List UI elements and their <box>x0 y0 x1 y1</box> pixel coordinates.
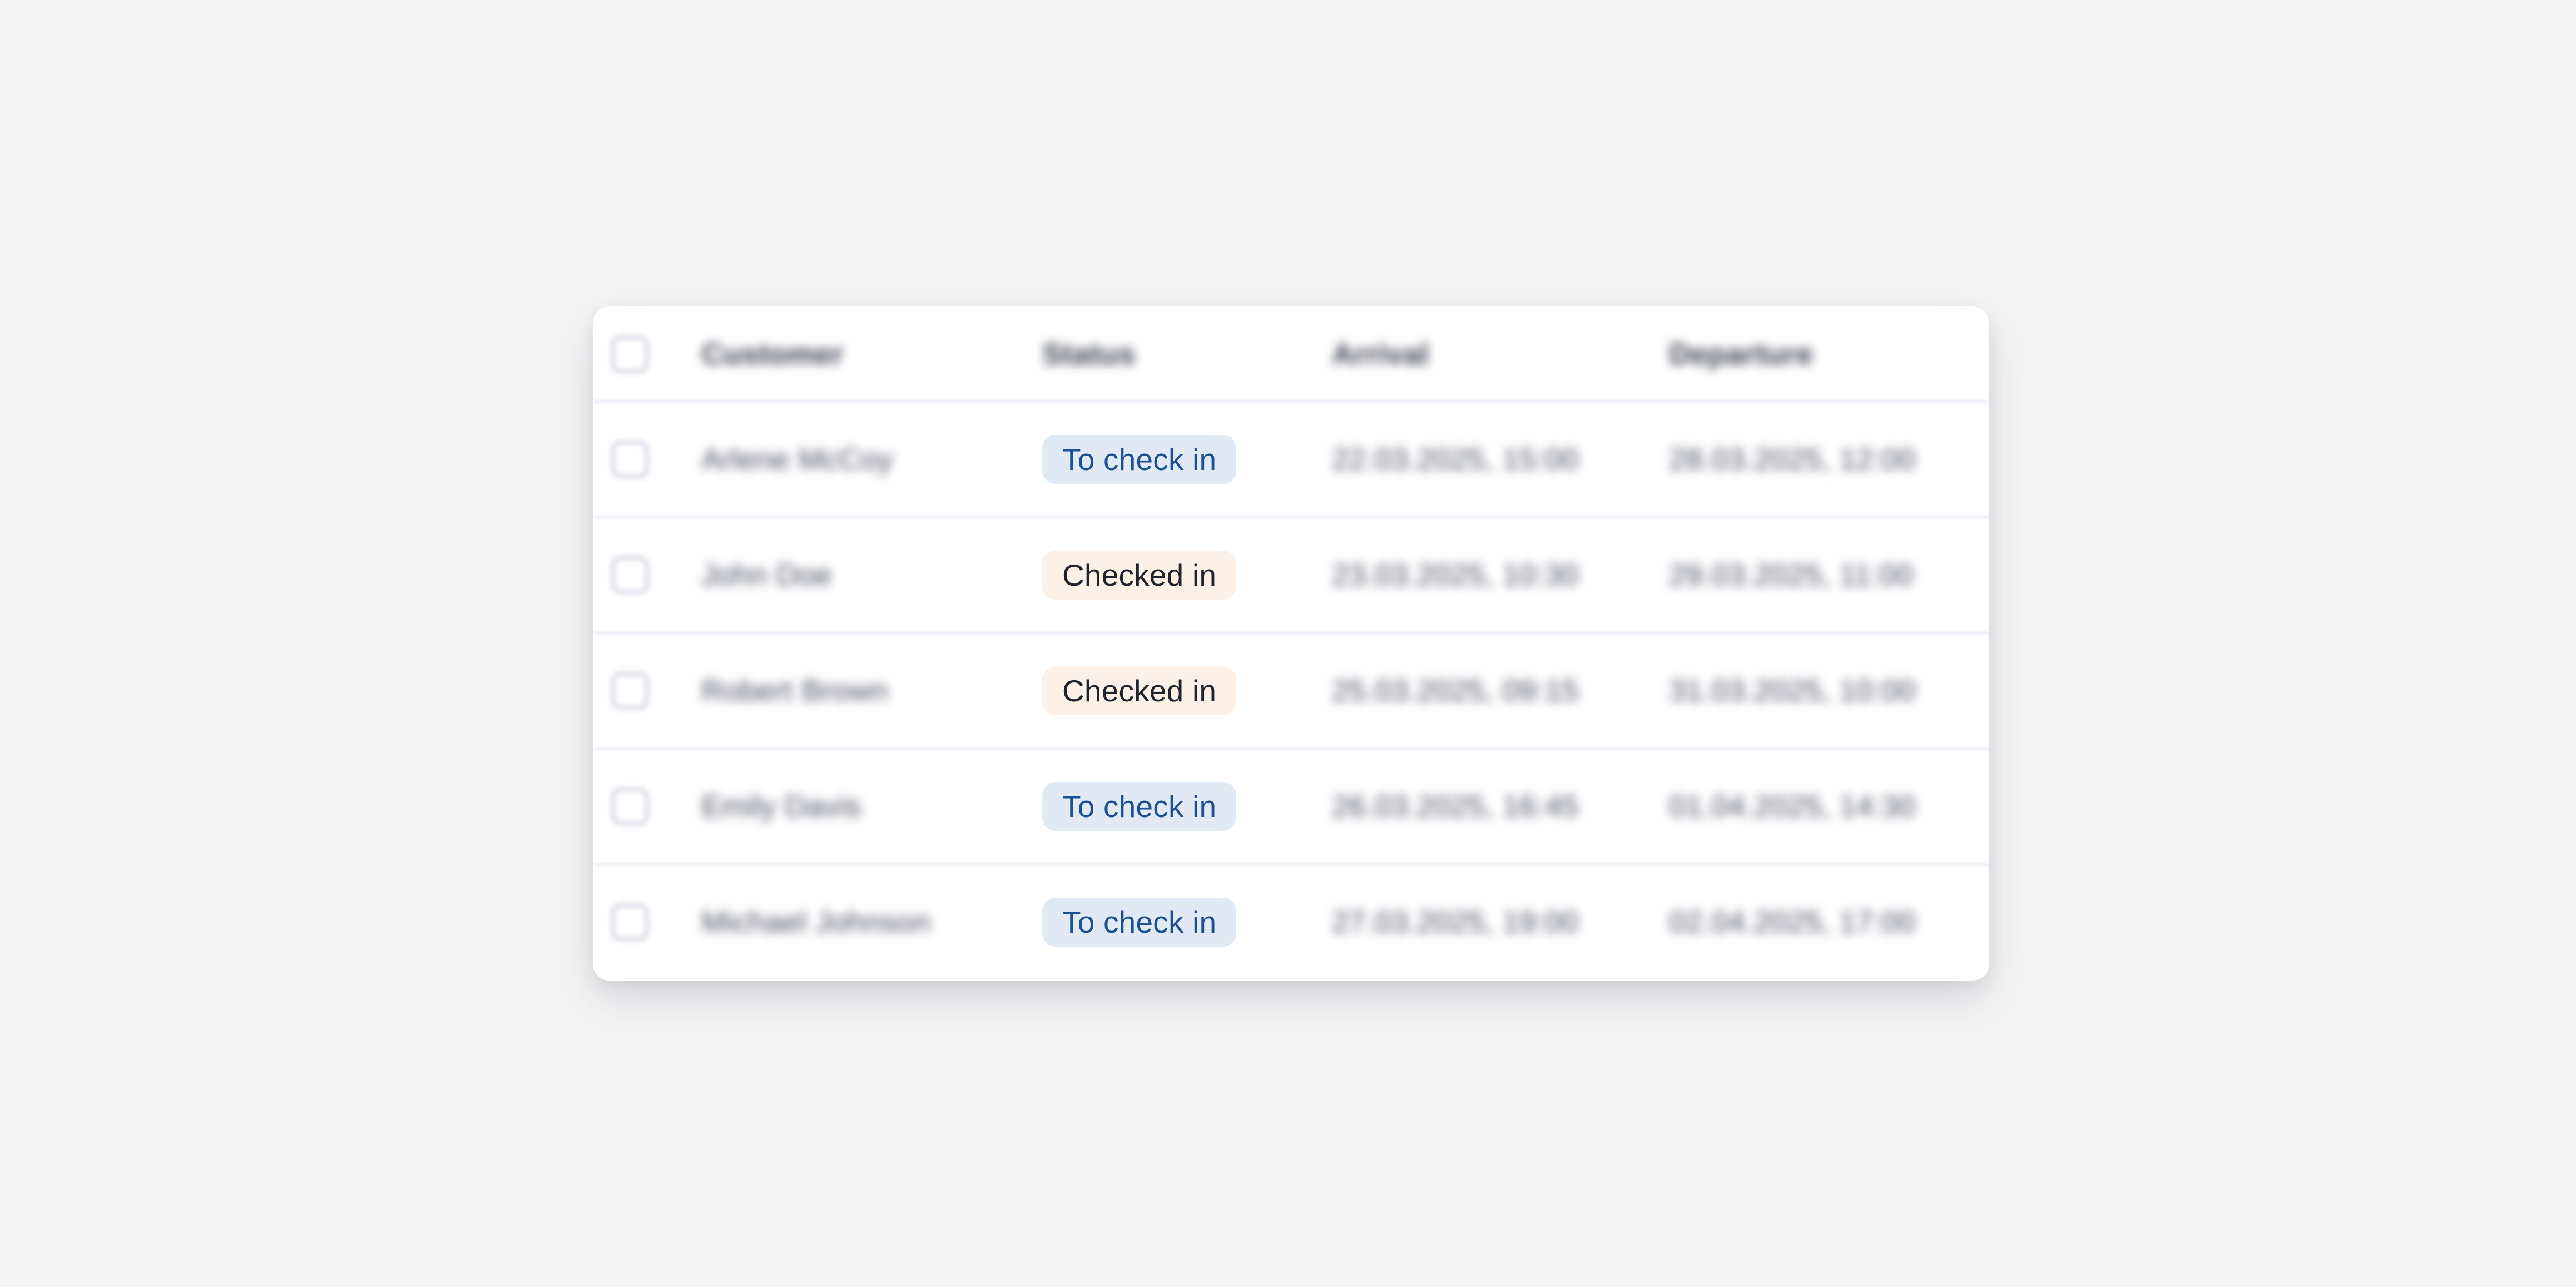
header-checkbox-cell <box>593 335 701 373</box>
column-header-arrival: Arrival <box>1332 337 1429 371</box>
table-header-row: Customer Status Arrival Departure <box>593 306 1989 402</box>
status-cell: Checked in <box>1042 551 1332 600</box>
status-cell: To check in <box>1042 898 1332 947</box>
row-checkbox[interactable] <box>612 557 648 593</box>
departure-datetime: 31.03.2025, 10:00 <box>1669 674 1916 707</box>
arrival-datetime: 23.03.2025, 10:30 <box>1332 558 1579 592</box>
column-header-status: Status <box>1042 337 1136 371</box>
departure-datetime: 29.03.2025, 11:00 <box>1669 558 1914 592</box>
table-row[interactable]: Arlene McCoy To check in 22.03.2025, 15:… <box>593 402 1989 517</box>
status-badge: To check in <box>1042 898 1237 947</box>
departure-datetime: 01.04.2025, 14:30 <box>1669 790 1916 823</box>
row-checkbox[interactable] <box>612 441 648 478</box>
status-badge: Checked in <box>1042 551 1237 600</box>
departure-datetime: 02.04.2025, 17:00 <box>1669 905 1916 939</box>
customer-name: Michael Johnson <box>701 905 931 939</box>
column-header-customer: Customer <box>701 337 844 371</box>
row-checkbox-cell <box>593 672 701 709</box>
reservations-table-card: Customer Status Arrival Departure Arlene… <box>593 306 1989 981</box>
status-cell: To check in <box>1042 435 1332 484</box>
row-checkbox[interactable] <box>612 788 648 825</box>
customer-name: Arlene McCoy <box>701 443 894 476</box>
row-checkbox[interactable] <box>612 672 648 709</box>
customer-name: Robert Brown <box>701 674 889 707</box>
table-row[interactable]: Michael Johnson To check in 27.03.2025, … <box>593 864 1989 980</box>
arrival-datetime: 22.03.2025, 15:00 <box>1332 443 1579 476</box>
row-checkbox-cell <box>593 441 701 478</box>
table-row[interactable]: Emily Davis To check in 26.03.2025, 16:4… <box>593 749 1989 864</box>
table-row[interactable]: Robert Brown Checked in 25.03.2025, 09:1… <box>593 633 1989 749</box>
customer-name: John Doe <box>701 558 833 592</box>
row-checkbox[interactable] <box>612 904 648 940</box>
status-cell: Checked in <box>1042 666 1332 715</box>
departure-datetime: 28.03.2025, 12:00 <box>1669 443 1916 476</box>
status-badge: To check in <box>1042 435 1237 484</box>
column-header-departure: Departure <box>1669 337 1814 371</box>
arrival-datetime: 25.03.2025, 09:15 <box>1332 674 1579 707</box>
row-checkbox-cell <box>593 904 701 940</box>
table-row[interactable]: John Doe Checked in 23.03.2025, 10:30 29… <box>593 517 1989 633</box>
customer-name: Emily Davis <box>701 790 861 823</box>
status-cell: To check in <box>1042 782 1332 831</box>
row-checkbox-cell <box>593 788 701 825</box>
status-badge: Checked in <box>1042 666 1237 715</box>
select-all-checkbox[interactable] <box>612 335 648 373</box>
status-badge: To check in <box>1042 782 1237 831</box>
row-checkbox-cell <box>593 557 701 593</box>
arrival-datetime: 27.03.2025, 19:00 <box>1332 905 1579 939</box>
arrival-datetime: 26.03.2025, 16:45 <box>1332 790 1579 823</box>
